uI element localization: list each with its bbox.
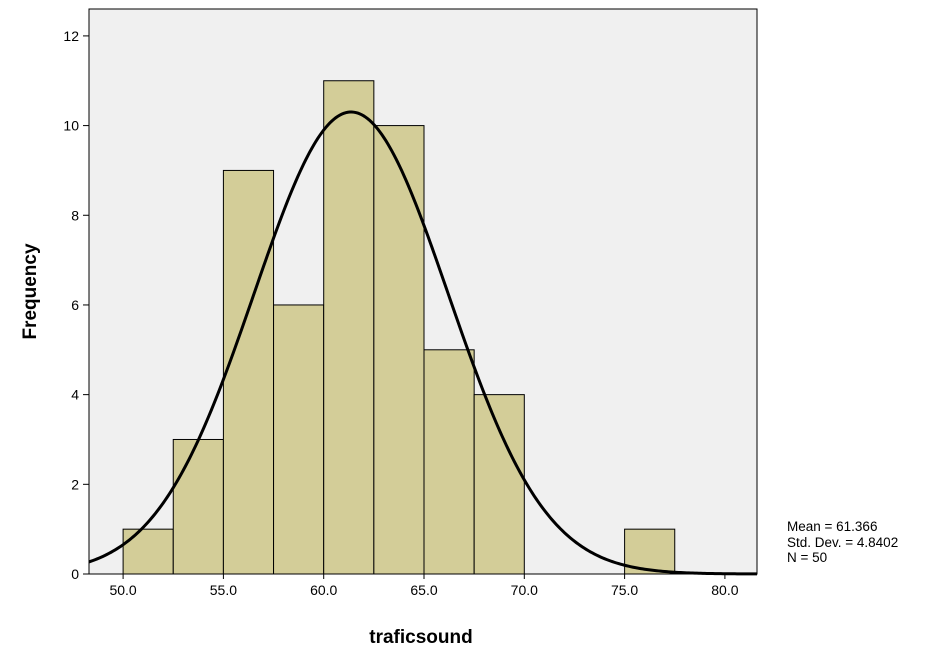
axes <box>88 9 757 575</box>
std-dev-label: Std. Dev. = 4.8402 <box>787 534 899 550</box>
y-tick-label: 0 <box>71 566 79 582</box>
n-label: N = 50 <box>787 550 828 565</box>
histogram-bar <box>473 394 525 575</box>
y-tick-label: 2 <box>71 476 79 492</box>
histogram-bar <box>122 528 174 575</box>
x-tick-label: 50.0 <box>109 582 136 598</box>
histogram-bar <box>273 304 325 575</box>
normal-curve <box>88 110 758 576</box>
y-tick-label: 12 <box>63 28 79 44</box>
x-axis-ticks: 50.0 55.0 60.0 65.0 70.0 75.0 80.0 <box>109 574 739 598</box>
histogram-bar <box>423 349 475 575</box>
x-tick-label: 70.0 <box>511 582 538 598</box>
statistics-summary: Mean = 61.366 Std. Dev. = 4.8402 N = 50 <box>787 519 898 566</box>
y-tick-label: 4 <box>71 387 79 403</box>
x-tick-label: 65.0 <box>410 582 437 598</box>
y-tick-label: 6 <box>71 297 79 313</box>
y-axis-title: Frequency <box>20 243 41 340</box>
histogram-bar <box>172 438 224 575</box>
x-tick-label: 60.0 <box>310 582 337 598</box>
x-tick-label: 75.0 <box>611 582 638 598</box>
x-axis-title: traficsound <box>369 627 472 648</box>
y-axis-ticks: 0 2 4 6 8 10 12 <box>63 28 89 582</box>
y-tick-label: 10 <box>63 118 79 134</box>
x-tick-label: 55.0 <box>210 582 237 598</box>
mean-label: Mean = 61.366 <box>787 519 878 534</box>
x-tick-label: 80.0 <box>711 582 738 598</box>
y-tick-label: 8 <box>71 207 79 223</box>
histogram-bars <box>122 80 676 575</box>
histogram-bar <box>222 169 275 575</box>
histogram-bar <box>373 125 425 575</box>
histogram-bar <box>323 80 375 575</box>
